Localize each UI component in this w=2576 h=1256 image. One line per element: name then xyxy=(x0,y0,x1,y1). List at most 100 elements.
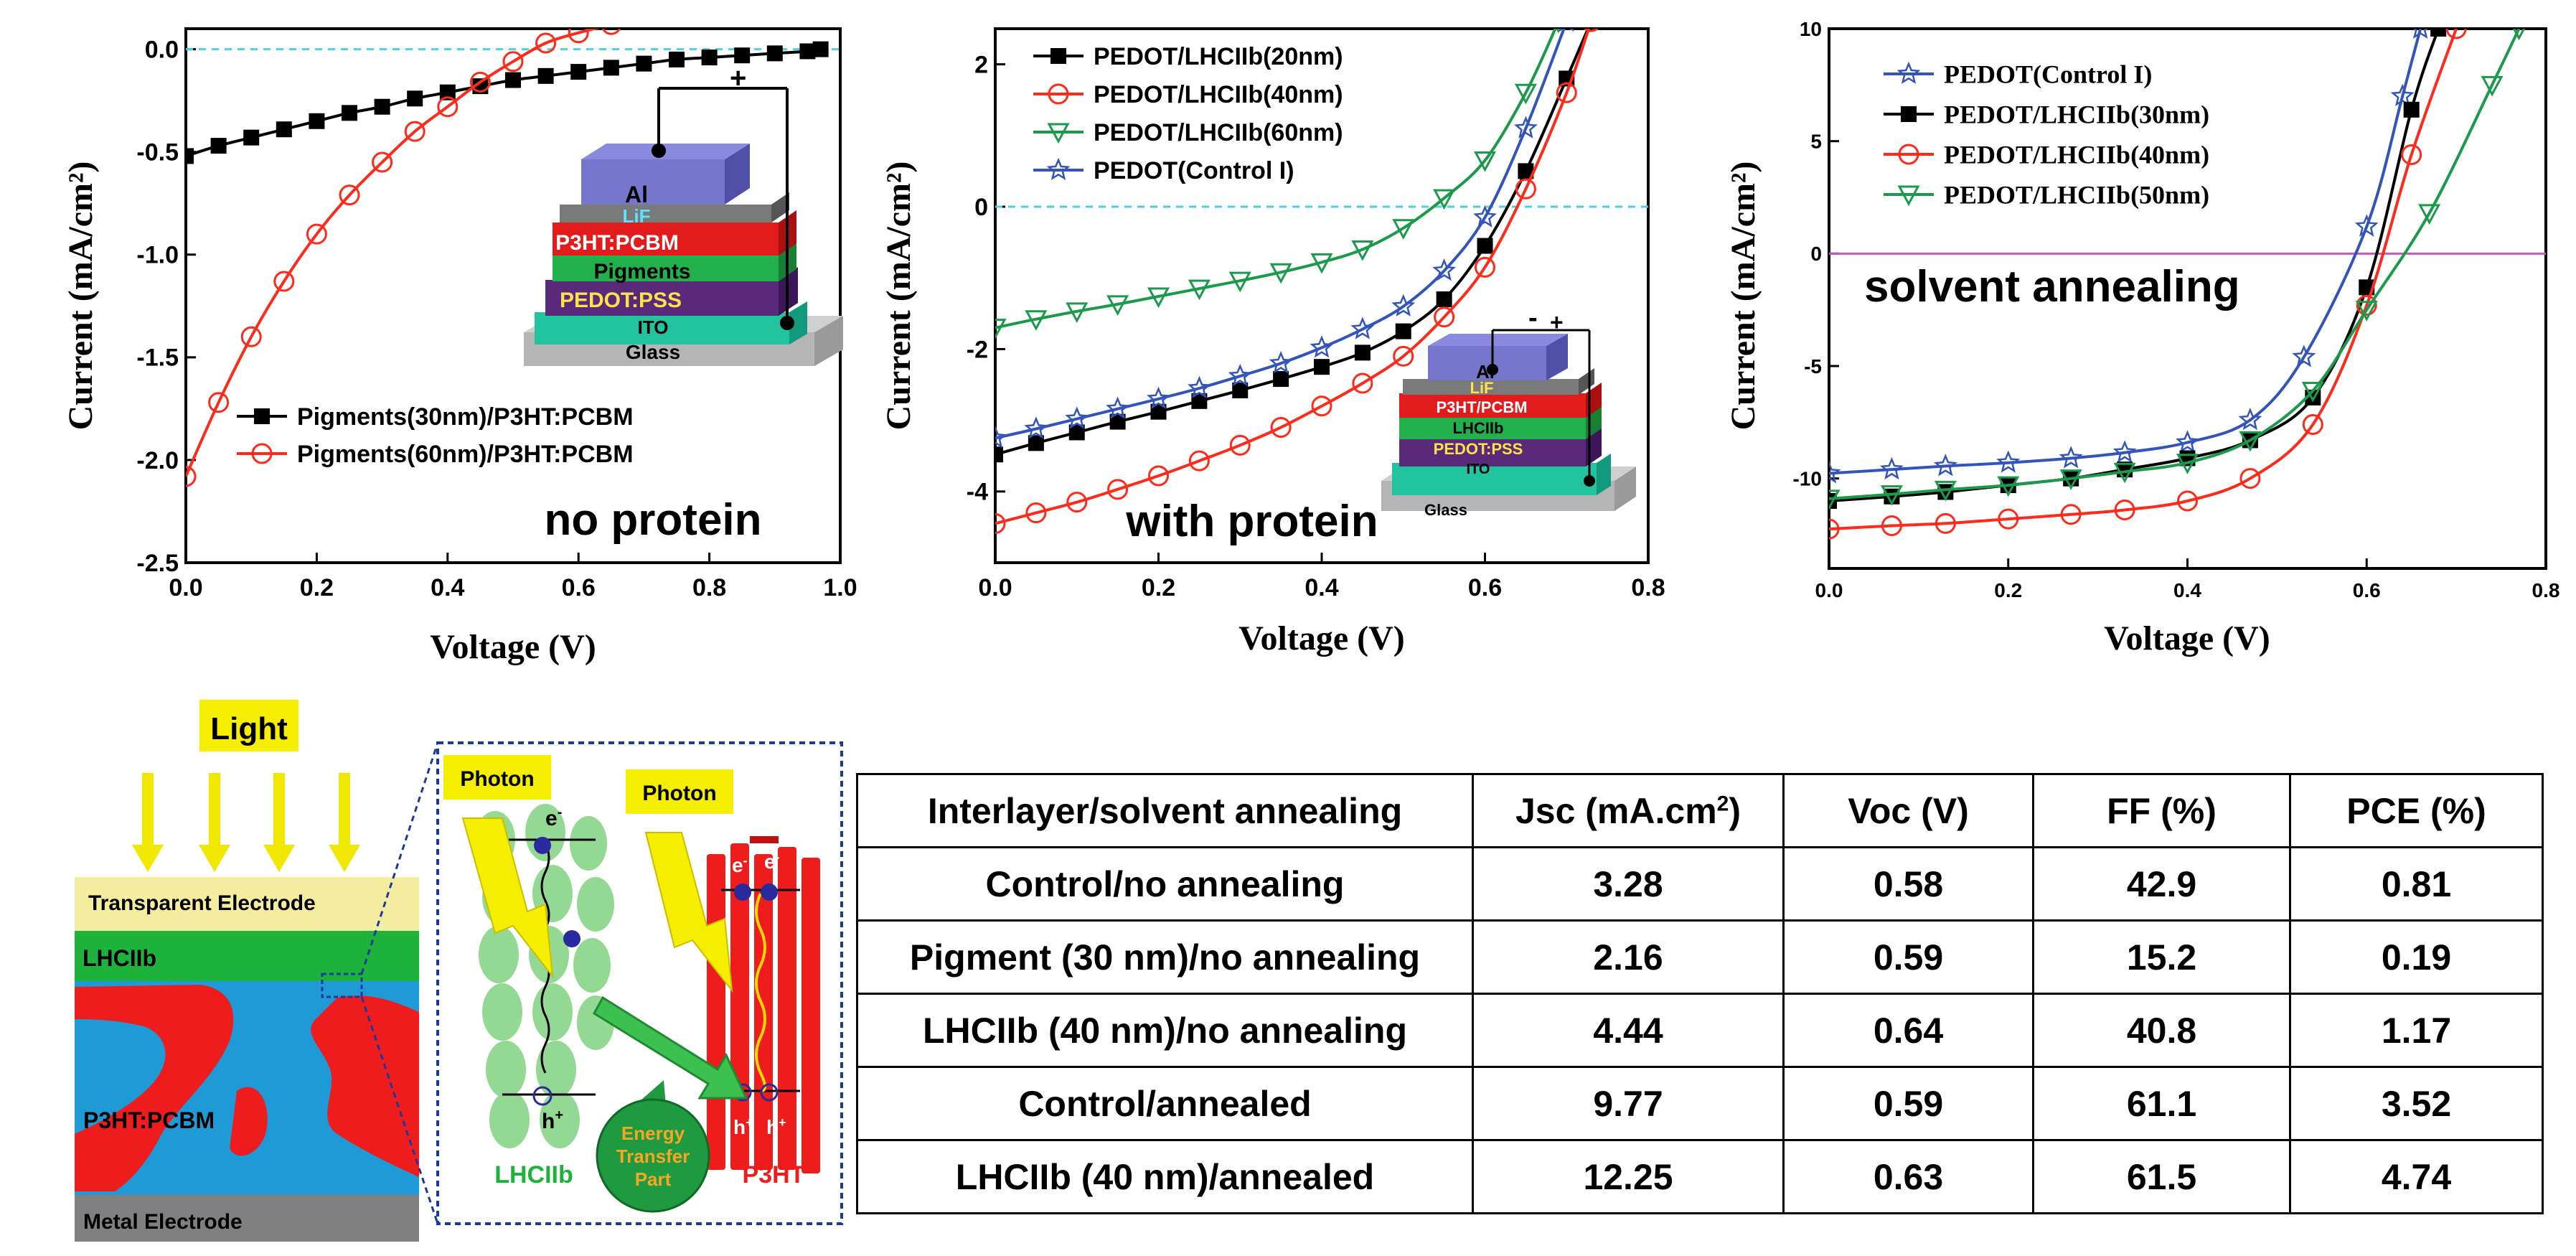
data-point xyxy=(1025,502,1047,524)
x-tick-label: 0.8 xyxy=(692,574,726,601)
ito-layer xyxy=(535,312,789,345)
legend-entry: Pigments(30nm)/P3HT:PCBM xyxy=(237,403,634,431)
header-interlayer: Interlayer/solvent annealing xyxy=(856,773,1474,848)
x-tick-label: 0.2 xyxy=(1994,579,2022,601)
svg-text:h+: h+ xyxy=(766,1115,786,1138)
x-tick-label: 0.2 xyxy=(300,574,334,601)
data-point xyxy=(1311,395,1332,417)
data-point xyxy=(1433,189,1456,210)
series-line xyxy=(1829,29,2422,475)
data-point xyxy=(1350,317,1375,339)
cell-voc: 0.59 xyxy=(1782,919,2034,995)
p3ht-layer xyxy=(553,222,779,256)
data-point xyxy=(1829,461,1841,484)
y-tick-label: -1.5 xyxy=(136,345,179,372)
data-point xyxy=(1068,424,1085,441)
layer-label-al: Al xyxy=(625,182,648,207)
cell-interlayer: LHCIIb (40 nm)/no annealing xyxy=(856,993,1474,1068)
data-point xyxy=(374,98,390,115)
cell-ff: 15.2 xyxy=(2032,919,2291,995)
data-point xyxy=(1513,116,1538,139)
photon-label-box xyxy=(626,769,733,814)
legend-label: PEDOT/LHCIIb(20nm) xyxy=(1094,43,1343,70)
x-tick-label: 0.8 xyxy=(2532,579,2560,601)
legend: PEDOT/LHCIIb(20nm) PEDOT/LHCIIb(40nm) PEDO… xyxy=(1033,43,1343,184)
legend-entry: PEDOT(Control I) xyxy=(1884,60,2152,89)
data-point xyxy=(2059,469,2082,490)
x-tick-label: 0.8 xyxy=(1631,574,1665,601)
electron-sup: - xyxy=(558,805,563,820)
y-tick-label: 0 xyxy=(974,194,988,221)
y-tick-label: -2.5 xyxy=(136,550,179,577)
p3ht-domain xyxy=(311,995,419,1177)
x-tick-label: 0.4 xyxy=(1305,574,1338,601)
table-header-row: Interlayer/solvent annealing Jsc (mA.cm2… xyxy=(856,773,2544,848)
header-voc: Voc (V) xyxy=(1782,773,2034,848)
layer-label-al: Al xyxy=(1476,361,1495,383)
y-tick-label: 5 xyxy=(1810,130,1822,152)
metal-electrode-label: Metal Electrode xyxy=(83,1210,243,1234)
y-tick-label: 0 xyxy=(1810,243,1822,265)
data-point xyxy=(1066,492,1088,513)
data-point xyxy=(1270,417,1292,439)
data-point xyxy=(1829,518,1840,540)
data-point xyxy=(995,426,1007,449)
data-point xyxy=(1028,435,1044,451)
data-point xyxy=(601,29,621,35)
layer-label-lif: LiF xyxy=(1470,379,1494,397)
energy-transfer-bubble xyxy=(596,1098,710,1213)
series-pedot-lhciib-60nm- xyxy=(995,29,1561,339)
data-point xyxy=(2412,29,2428,39)
y-tick-label: -2.0 xyxy=(136,447,179,474)
legend-entry: PEDOT/LHCIIb(20nm) xyxy=(1033,43,1343,70)
y-axis-label: Current (mA/cm²) xyxy=(62,161,100,431)
legend-marker xyxy=(1047,123,1070,144)
cell-ff: 40.8 xyxy=(2032,993,2291,1068)
data-point xyxy=(995,512,1006,534)
data-point xyxy=(1228,271,1251,293)
data-point xyxy=(2060,504,2082,525)
data-point xyxy=(240,326,262,347)
data-point xyxy=(372,151,393,173)
data-point xyxy=(1147,386,1170,409)
data-point xyxy=(276,121,292,138)
cell-ff: 42.9 xyxy=(2032,846,2291,922)
y-tick-label: 0.0 xyxy=(145,37,179,64)
electron-label: e xyxy=(764,850,776,873)
data-point xyxy=(2292,345,2316,367)
table-row: LHCIIb (40 nm)/annealed 12.25 0.63 61.5 … xyxy=(856,1139,2544,1214)
x-axis-label: Voltage (V) xyxy=(1238,619,1405,657)
data-point xyxy=(1434,306,1455,328)
cell-jsc: 12.25 xyxy=(1472,1139,1785,1214)
data-point xyxy=(570,64,587,80)
series-line xyxy=(995,29,1566,440)
y-tick-label: -0.5 xyxy=(136,139,179,167)
cell-jsc: 4.44 xyxy=(1472,993,1785,1068)
layer-label-glass: Glass xyxy=(1424,501,1467,519)
data-point xyxy=(1583,29,1599,32)
cell-jsc: 3.28 xyxy=(1472,846,1785,922)
energy-transfer-label: Transfer xyxy=(616,1145,690,1167)
data-point xyxy=(1473,205,1497,228)
photon-bolt-icon xyxy=(461,817,554,979)
legend-label: PEDOT/LHCIIb(50nm) xyxy=(1944,181,2209,210)
data-point xyxy=(1106,396,1129,419)
lhciib-layer-label: LHCIIb xyxy=(83,945,156,971)
series-line xyxy=(1829,29,2458,531)
legend-entry: PEDOT/LHCIIb(50nm) xyxy=(1884,181,2209,210)
legend-marker xyxy=(1901,106,1917,122)
data-point xyxy=(2239,468,2261,489)
data-point xyxy=(210,138,227,154)
lif-layer xyxy=(560,205,771,222)
data-point xyxy=(186,466,197,487)
data-point xyxy=(1933,454,1957,477)
data-point xyxy=(437,96,459,118)
legend-entry: PEDOT/LHCIIb(60nm) xyxy=(1033,119,1343,146)
data-point xyxy=(766,45,783,62)
data-point xyxy=(636,55,652,72)
legend-entry: PEDOT/LHCIIb(40nm) xyxy=(1033,81,1343,108)
series-pedot-control-i- xyxy=(995,29,1574,449)
p3ht-domain xyxy=(75,985,234,1191)
data-point xyxy=(1024,416,1048,439)
data-point xyxy=(812,41,829,57)
